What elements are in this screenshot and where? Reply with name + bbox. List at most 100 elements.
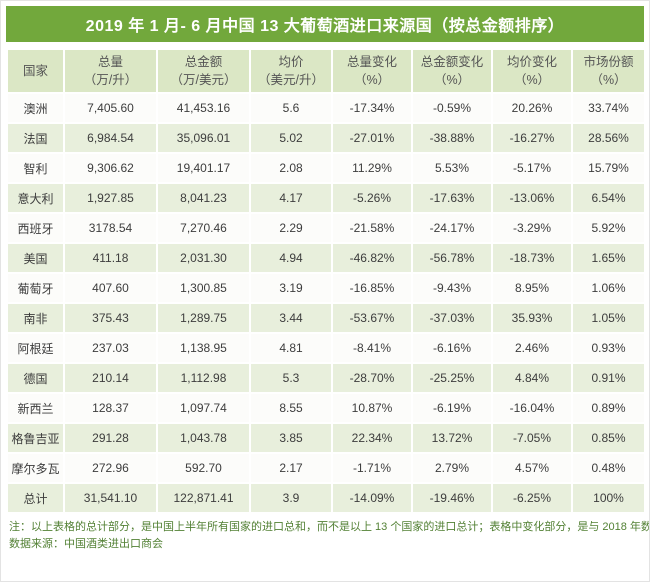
value-cell: 3.44 — [249, 302, 333, 334]
table-row: 澳洲 7,405.60 41,453.16 5.6 -17.34% -0.59% 20.26… — [6, 92, 646, 124]
value-cell: 237.03 — [63, 332, 158, 364]
column-header-3: 均价 （美元/升） — [249, 48, 333, 94]
value-cell: 3.9 — [249, 482, 333, 514]
value-cell: 10.87% — [331, 392, 413, 424]
value-cell: 2.17 — [249, 452, 333, 484]
value-cell: 33.74% — [571, 92, 646, 124]
value-cell: 15.79% — [571, 152, 646, 184]
value-cell: 1,112.98 — [156, 362, 251, 394]
value-cell: 4.57% — [491, 452, 573, 484]
wine-import-table: 国家 总量 （万/升） 总金额 （万/美元） 均价 （美元/升） 总量变化 （%） 总金额… — [6, 48, 646, 514]
column-header-6: 均价变化 （%） — [491, 48, 573, 94]
value-cell: 20.26% — [491, 92, 573, 124]
table-row: 摩尔多瓦 272.96 592.70 2.17 -1.71% 2.79% 4.57% 0.48… — [6, 452, 646, 484]
country-cell: 摩尔多瓦 — [6, 452, 65, 484]
table-row: 智利 9,306.62 19,401.17 2.08 11.29% 5.53% -5.17%… — [6, 152, 646, 184]
value-cell: -38.88% — [411, 122, 493, 154]
value-cell: 291.28 — [63, 422, 158, 454]
value-cell: 0.93% — [571, 332, 646, 364]
value-cell: -1.71% — [331, 452, 413, 484]
value-cell: 1.65% — [571, 242, 646, 274]
country-cell: 新西兰 — [6, 392, 65, 424]
table-title: 2019 年 1 月- 6 月中国 13 大葡萄酒进口来源国（按总金额排序） — [6, 6, 644, 42]
value-cell: -16.85% — [331, 272, 413, 304]
footnotes: 注：以上表格的总计部分，是中国上半年所有国家的进口总和，而不是以上 13 个国家… — [6, 514, 650, 552]
value-cell: 411.18 — [63, 242, 158, 274]
value-cell: 2.29 — [249, 212, 333, 244]
value-cell: 1,300.85 — [156, 272, 251, 304]
value-cell: -25.25% — [411, 362, 493, 394]
value-cell: -21.58% — [331, 212, 413, 244]
table-body: 澳洲 7,405.60 41,453.16 5.6 -17.34% -0.59% 20.26… — [6, 92, 646, 514]
country-cell: 格鲁吉亚 — [6, 422, 65, 454]
value-cell: 28.56% — [571, 122, 646, 154]
value-cell: 1.05% — [571, 302, 646, 334]
value-cell: 11.29% — [331, 152, 413, 184]
value-cell: 1,138.95 — [156, 332, 251, 364]
value-cell: 2.46% — [491, 332, 573, 364]
country-cell: 智利 — [6, 152, 65, 184]
value-cell: -8.41% — [331, 332, 413, 364]
value-cell: 592.70 — [156, 452, 251, 484]
country-cell: 阿根廷 — [6, 332, 65, 364]
table-row: 格鲁吉亚 291.28 1,043.78 3.85 22.34% 13.72% -7.05%… — [6, 422, 646, 454]
value-cell: 3178.54 — [63, 212, 158, 244]
value-cell: 1,289.75 — [156, 302, 251, 334]
value-cell: 5.92% — [571, 212, 646, 244]
value-cell: 5.6 — [249, 92, 333, 124]
value-cell: 6.54% — [571, 182, 646, 214]
table-row: 南非 375.43 1,289.75 3.44 -53.67% -37.03% 35.93%… — [6, 302, 646, 334]
value-cell: -7.05% — [491, 422, 573, 454]
value-cell: 9,306.62 — [63, 152, 158, 184]
value-cell: 7,270.46 — [156, 212, 251, 244]
value-cell: 407.60 — [63, 272, 158, 304]
total-row: 总计 31,541.10 122,871.41 3.9 -14.09% -19.46% -6… — [6, 482, 646, 514]
value-cell: 0.85% — [571, 422, 646, 454]
table-header: 国家 总量 （万/升） 总金额 （万/美元） 均价 （美元/升） 总量变化 （%） 总金额… — [6, 48, 646, 94]
value-cell: -14.09% — [331, 482, 413, 514]
value-cell: 4.84% — [491, 362, 573, 394]
country-cell: 葡萄牙 — [6, 272, 65, 304]
value-cell: -0.59% — [411, 92, 493, 124]
country-cell: 美国 — [6, 242, 65, 274]
column-header-0: 国家 — [6, 48, 65, 94]
value-cell: 35.93% — [491, 302, 573, 334]
value-cell: 3.19 — [249, 272, 333, 304]
value-cell: -53.67% — [331, 302, 413, 334]
value-cell: -6.25% — [491, 482, 573, 514]
value-cell: -6.19% — [411, 392, 493, 424]
value-cell: 2,031.30 — [156, 242, 251, 274]
value-cell: 13.72% — [411, 422, 493, 454]
table-row: 葡萄牙 407.60 1,300.85 3.19 -16.85% -9.43% 8.95% 1… — [6, 272, 646, 304]
value-cell: 22.34% — [331, 422, 413, 454]
value-cell: 31,541.10 — [63, 482, 158, 514]
value-cell: 0.91% — [571, 362, 646, 394]
value-cell: 122,871.41 — [156, 482, 251, 514]
column-header-7: 市场份额 （%） — [571, 48, 646, 94]
country-cell: 澳洲 — [6, 92, 65, 124]
value-cell: -5.17% — [491, 152, 573, 184]
value-cell: 3.85 — [249, 422, 333, 454]
column-header-1: 总量 （万/升） — [63, 48, 158, 94]
value-cell: 4.17 — [249, 182, 333, 214]
value-cell: 1,043.78 — [156, 422, 251, 454]
value-cell: 5.02 — [249, 122, 333, 154]
value-cell: -18.73% — [491, 242, 573, 274]
value-cell: -5.26% — [331, 182, 413, 214]
value-cell: 41,453.16 — [156, 92, 251, 124]
table-row: 意大利 1,927.85 8,041.23 4.17 -5.26% -17.63% -13.… — [6, 182, 646, 214]
value-cell: 8.95% — [491, 272, 573, 304]
footnote-note: 注：以上表格的总计部分，是中国上半年所有国家的进口总和，而不是以上 13 个国家… — [9, 521, 650, 533]
value-cell: 35,096.01 — [156, 122, 251, 154]
value-cell: -9.43% — [411, 272, 493, 304]
value-cell: 1,097.74 — [156, 392, 251, 424]
value-cell: 1.06% — [571, 272, 646, 304]
country-cell: 意大利 — [6, 182, 65, 214]
table-row: 德国 210.14 1,112.98 5.3 -28.70% -25.25% 4.84% 0.… — [6, 362, 646, 394]
table-row: 阿根廷 237.03 1,138.95 4.81 -8.41% -6.16% 2.46% 0.… — [6, 332, 646, 364]
value-cell: -24.17% — [411, 212, 493, 244]
country-cell: 西班牙 — [6, 212, 65, 244]
country-cell: 总计 — [6, 482, 65, 514]
value-cell: 5.53% — [411, 152, 493, 184]
value-cell: 0.48% — [571, 452, 646, 484]
